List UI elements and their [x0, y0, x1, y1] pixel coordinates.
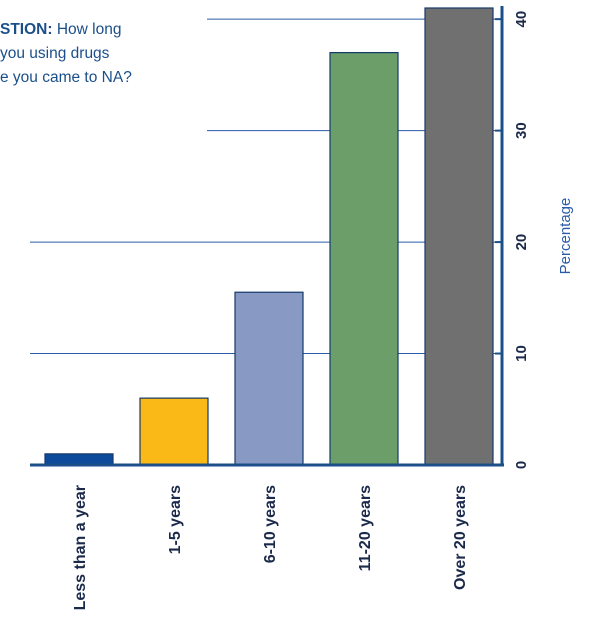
question-line-3: e you came to NA?: [0, 69, 132, 86]
category-label-4: Over 20 years: [452, 485, 469, 590]
tick-label-40: 40: [513, 11, 530, 28]
y-axis-title: Percentage: [557, 198, 574, 275]
category-label-3: 11-20 years: [357, 485, 374, 571]
bar-0: [44, 453, 114, 466]
bar-2: [234, 291, 304, 466]
question-text: STION: How long you using drugs e you ca…: [0, 18, 215, 90]
value-axis: 0 10 20 30 40: [30, 6, 530, 469]
bars: [44, 7, 494, 466]
tick-label-30: 30: [513, 122, 530, 139]
question-line-1: How long: [56, 21, 122, 38]
tick-label-20: 20: [513, 234, 530, 251]
bar-4: [424, 7, 494, 466]
category-label-2: 6-10 years: [262, 485, 279, 563]
bar-3: [329, 51, 399, 466]
tick-label-0: 0: [513, 461, 530, 469]
tick-label-10: 10: [513, 345, 530, 362]
question-label: STION:: [0, 21, 53, 38]
category-label-1: 1-5 years: [167, 485, 184, 554]
question-line-2: you using drugs: [0, 45, 110, 62]
category-label-0: Less than a year: [72, 485, 89, 610]
category-labels: Less than a year 1-5 years 6-10 years 11-20…: [72, 485, 469, 611]
bar-1: [139, 397, 209, 466]
